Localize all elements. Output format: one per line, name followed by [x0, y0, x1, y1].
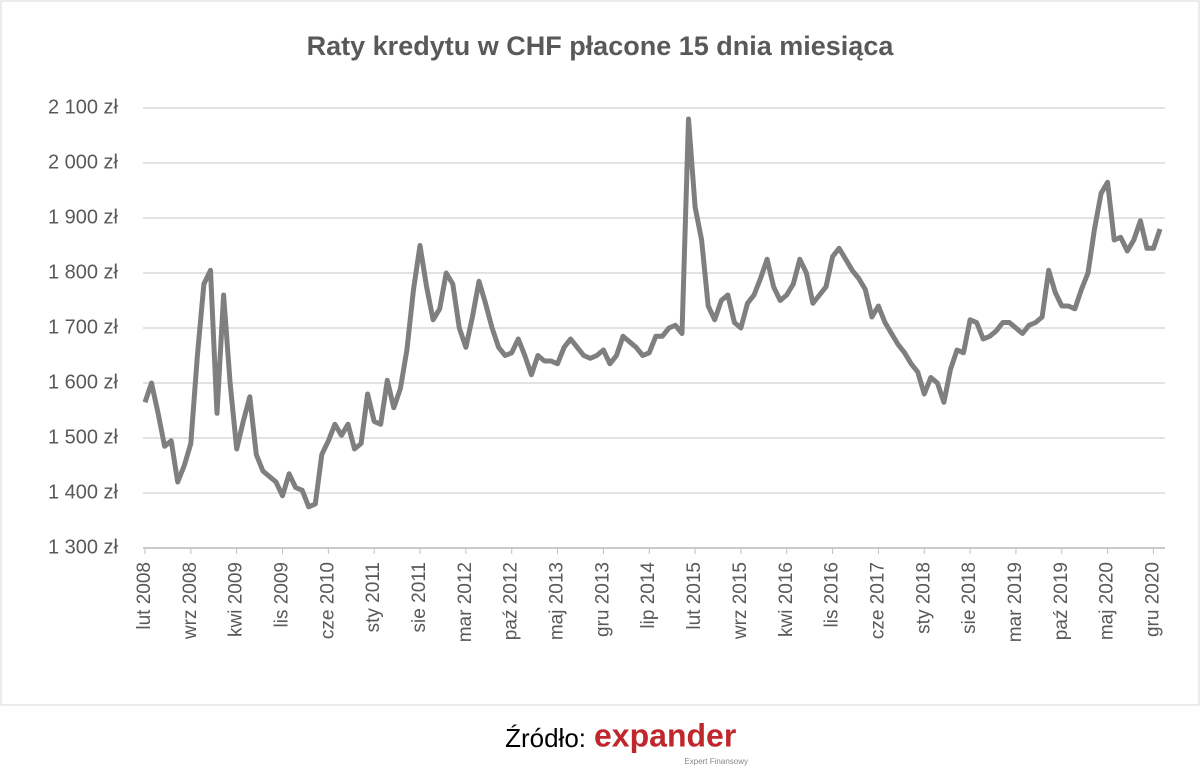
y-tick-label: 1 500 zł — [48, 426, 119, 448]
x-tick-label: sie 2011 — [409, 562, 430, 632]
x-tick-label: sie 2018 — [959, 562, 980, 634]
y-tick-label: 2 000 zł — [48, 151, 119, 173]
x-tick-label: lut 2008 — [134, 562, 155, 630]
x-tick-label: gru 2013 — [592, 562, 613, 637]
x-tick-label: paź 2019 — [1051, 562, 1072, 640]
x-tick-label: wrz 2015 — [730, 562, 751, 640]
y-tick-label: 2 100 zł — [48, 96, 119, 118]
line-series — [142, 116, 1163, 510]
x-tick-label: kwi 2009 — [226, 562, 247, 637]
x-tick-label: lip 2014 — [638, 562, 659, 629]
x-tick-label: maj 2013 — [547, 562, 568, 640]
source-label: Źródło: — [505, 723, 586, 753]
x-tick-label: lut 2015 — [684, 562, 705, 630]
x-tick-label: maj 2020 — [1097, 562, 1118, 640]
x-tick-label: sty 2011 — [363, 562, 384, 632]
x-tick-label: lis 2016 — [822, 562, 843, 628]
x-tick-label: kwi 2016 — [776, 562, 797, 637]
y-tick-label: 1 600 zł — [48, 371, 119, 393]
x-tick-label: wrz 2008 — [180, 562, 201, 640]
y-tick-label: 1 400 zł — [48, 481, 119, 503]
y-tick-label: 1 300 zł — [48, 536, 119, 558]
x-tick-label: gru 2020 — [1142, 562, 1163, 637]
x-tick-label: mar 2012 — [455, 562, 476, 642]
x-tick-label: cze 2010 — [317, 562, 338, 639]
chart-title: Raty kredytu w CHF płacone 15 dnia miesi… — [307, 31, 895, 61]
y-tick-label: 1 700 zł — [48, 316, 119, 338]
x-tick-label: paź 2012 — [501, 562, 522, 640]
y-tick-label: 1 800 zł — [48, 261, 119, 283]
source-tagline: Expert Finansowy — [684, 757, 748, 766]
x-tick-label: lis 2009 — [272, 562, 293, 628]
x-tick-label: mar 2019 — [1005, 562, 1026, 642]
x-tick-label: sty 2018 — [913, 562, 934, 634]
x-tick-label: cze 2017 — [867, 562, 888, 639]
source-logo: expander — [594, 717, 736, 753]
y-tick-label: 1 900 zł — [48, 206, 119, 228]
